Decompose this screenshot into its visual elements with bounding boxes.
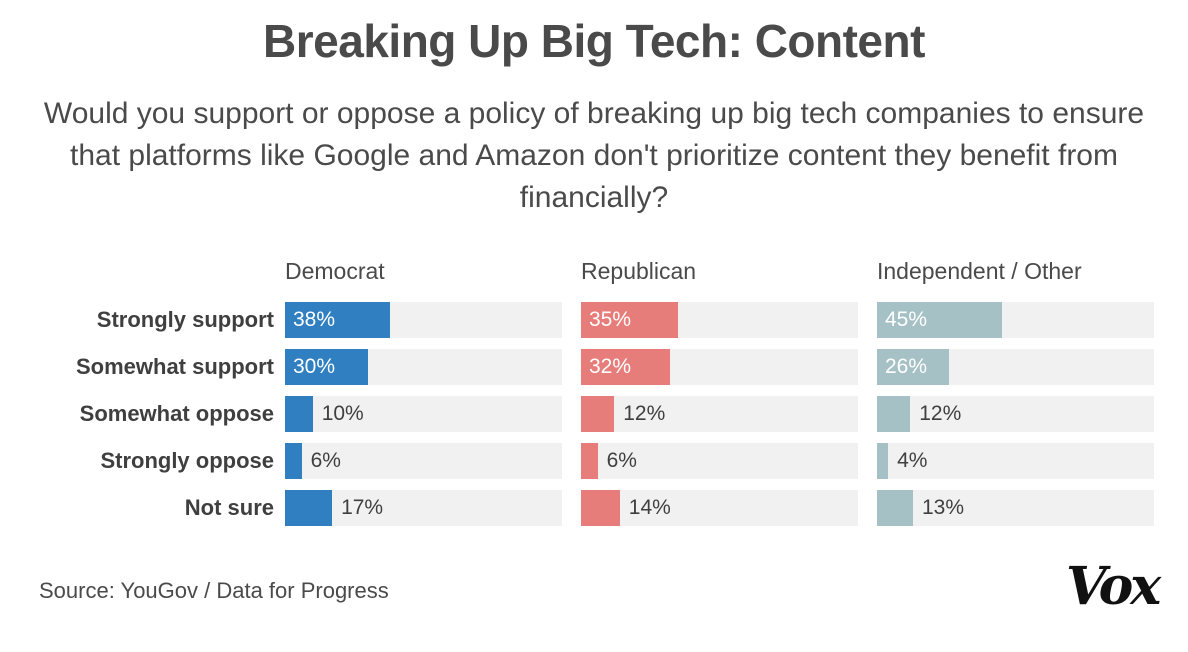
data-label: 6% (606, 449, 637, 472)
data-label: 4% (897, 449, 928, 472)
category-label: Somewhat oppose (79, 401, 274, 426)
bar (877, 349, 950, 385)
bar (581, 490, 620, 526)
data-label: 38% (293, 308, 336, 331)
bar-track: 10% (285, 396, 562, 432)
bar-track: 13% (877, 490, 1154, 526)
bar-track: 14% (581, 490, 858, 526)
bar (581, 443, 598, 479)
bar (877, 396, 911, 432)
bar-track: 35% (581, 302, 858, 338)
bar-track: 45% (877, 302, 1154, 338)
data-label: 35% (589, 308, 632, 331)
bar-track: 12% (877, 396, 1154, 432)
data-label: 30% (293, 355, 336, 378)
vox-logo: Vox (1066, 556, 1161, 617)
data-label: 12% (623, 402, 666, 425)
data-label: 45% (885, 308, 928, 331)
data-label: 6% (310, 449, 341, 472)
bar-track: 32% (581, 349, 858, 385)
bar-track: 6% (285, 443, 562, 479)
category-label: Somewhat support (75, 354, 274, 379)
series-header: Democrat (285, 258, 385, 284)
bar (877, 490, 913, 526)
category-label: Strongly oppose (100, 448, 274, 473)
bar (877, 302, 1002, 338)
bar-track: 26% (877, 349, 1154, 385)
bar (285, 490, 333, 526)
bar (285, 302, 391, 338)
bar-track: 17% (285, 490, 562, 526)
bar (285, 443, 302, 479)
data-label: 14% (628, 496, 671, 519)
bar-track: 12% (581, 396, 858, 432)
data-label: 13% (922, 496, 965, 519)
data-label: 32% (589, 355, 632, 378)
series-header: Independent / Other (877, 258, 1082, 284)
chart-title: Breaking Up Big Tech: Content (263, 15, 925, 67)
data-label: 12% (919, 402, 962, 425)
data-label: 26% (885, 355, 928, 378)
chart-subtitle: Would you support or oppose a policy of … (43, 97, 1145, 214)
bar-track: 30% (285, 349, 562, 385)
data-label: 17% (341, 496, 384, 519)
bar-track: 6% (581, 443, 858, 479)
bar (285, 396, 313, 432)
bar (877, 443, 889, 479)
bar (581, 302, 678, 338)
bar-track: 4% (877, 443, 1154, 479)
bar (285, 349, 369, 385)
category-label: Strongly support (96, 307, 274, 332)
bar (581, 396, 615, 432)
category-label: Not sure (184, 495, 274, 520)
source-note: Source: YouGov / Data for Progress (39, 578, 389, 603)
bar-track: 38% (285, 302, 562, 338)
series-header: Republican (581, 258, 697, 284)
bar (581, 349, 670, 385)
data-label: 10% (321, 402, 364, 425)
